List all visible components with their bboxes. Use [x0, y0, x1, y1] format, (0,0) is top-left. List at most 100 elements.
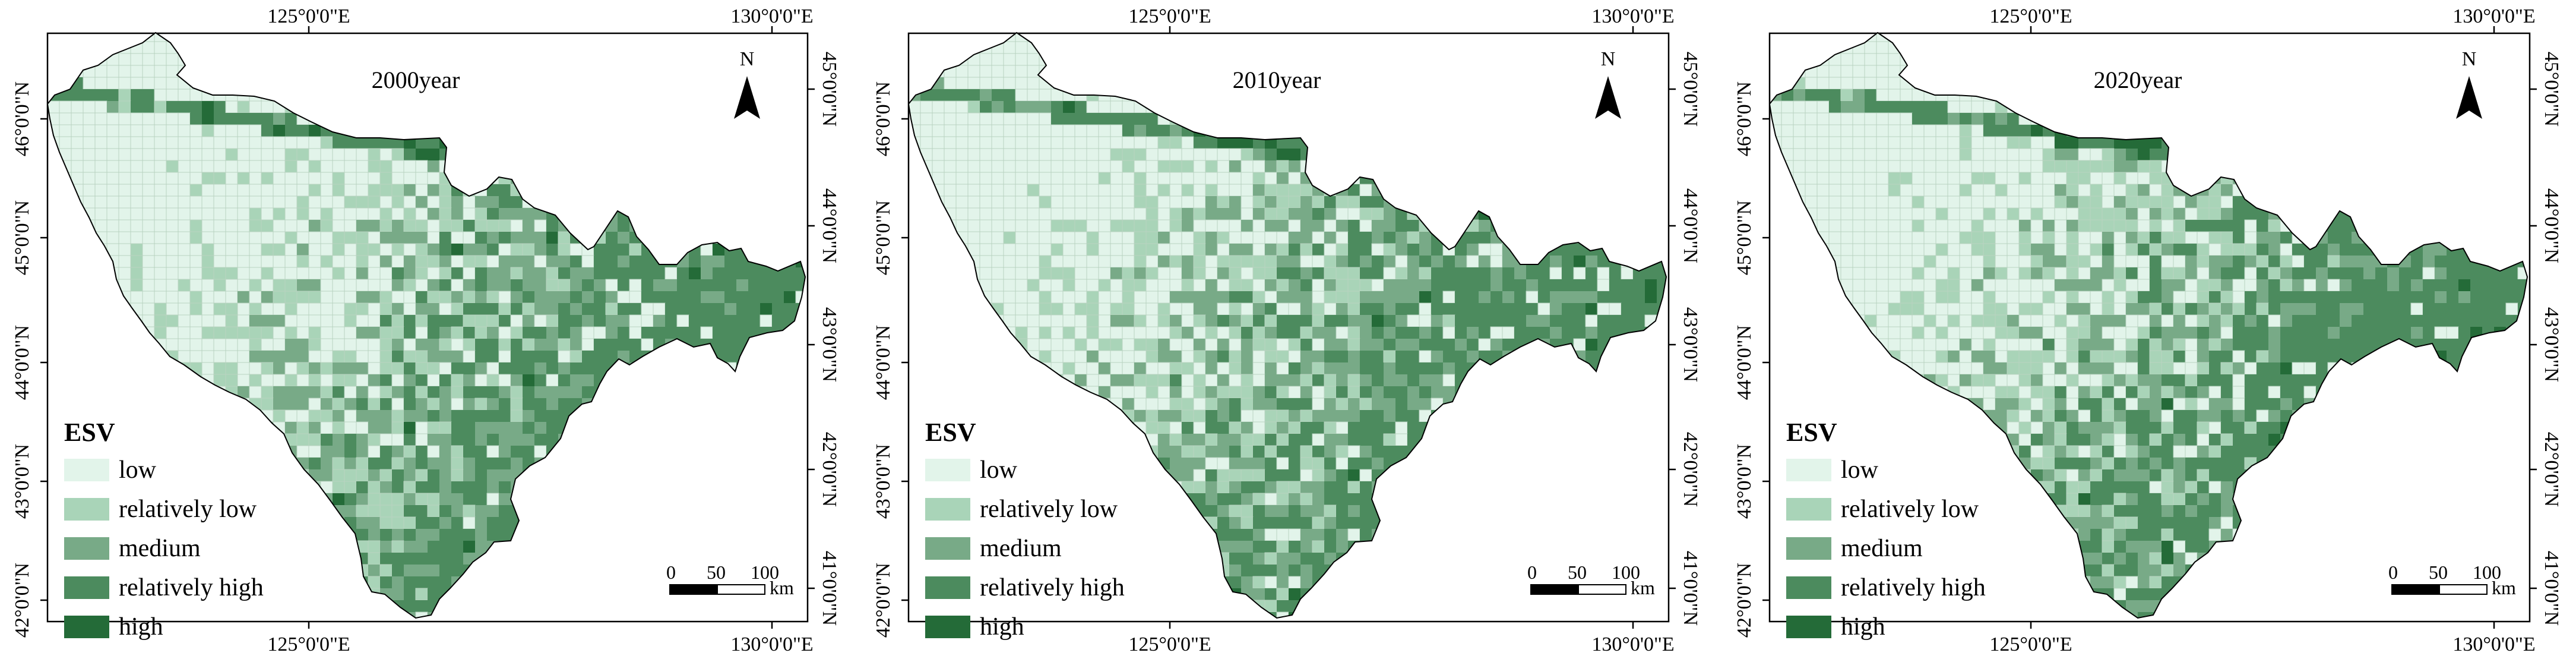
scale-bar-black — [1530, 584, 1579, 595]
y-right-label-2: 44°0'0"N — [1679, 188, 1700, 263]
scale-tick-0: 0 — [666, 562, 676, 583]
legend-label-relatively-high: relatively high — [1841, 574, 1986, 601]
scale-bar-white — [1578, 584, 1626, 595]
y-right-label-3: 43°0'0"N — [818, 307, 838, 382]
legend-title: ESV — [925, 418, 976, 447]
x-top-label-1: 125°0'0"E — [1128, 5, 1211, 27]
scale-unit: km — [770, 577, 794, 598]
legend-swatch-high — [1786, 616, 1831, 638]
north-arrow: N — [2456, 48, 2482, 119]
scale-tick-100: 100 — [2473, 562, 2501, 583]
legend-swatch-relatively-high — [64, 576, 109, 599]
scale-bar: 0 50 100 km — [1527, 562, 1655, 598]
x-bottom-label-2: 130°0'0"E — [2452, 633, 2535, 655]
y-left-label-4: 43°0'0"N — [1733, 444, 1755, 519]
y-left-label-3: 44°0'0"N — [1733, 325, 1755, 400]
province-outline — [907, 31, 1667, 619]
scale-tick-100: 100 — [751, 562, 779, 583]
x-top-label-2: 130°0'0"E — [2452, 5, 2535, 27]
y-left-label-4: 43°0'0"N — [872, 444, 894, 519]
axis-ticks — [901, 26, 1676, 629]
legend-label-relatively-high: relatively high — [119, 574, 264, 601]
y-right-label-5: 41°0'0"N — [818, 551, 838, 626]
axis-ticks — [1762, 26, 2537, 629]
y-right-label-2: 44°0'0"N — [818, 188, 838, 263]
scale-tick-50: 50 — [707, 562, 726, 583]
y-left-label-3: 44°0'0"N — [11, 325, 33, 400]
legend-title: ESV — [64, 418, 115, 447]
y-left-label-5: 42°0'0"N — [1733, 563, 1755, 638]
province-outline — [46, 31, 806, 619]
y-right-label-5: 41°0'0"N — [1679, 551, 1700, 626]
legend-label-relatively-low: relatively low — [1841, 496, 1979, 523]
legend: ESV low relatively low medium relatively… — [64, 418, 264, 641]
map-figure: 125°0'0"E 130°0'0"E 125°0'0"E 130°0'0"E … — [872, 5, 1700, 655]
legend-label-high: high — [1841, 613, 1885, 641]
legend-swatch-medium — [64, 537, 109, 560]
y-left-label-3: 44°0'0"N — [872, 325, 894, 400]
y-left-label-2: 45°0'0"N — [872, 200, 894, 275]
legend-label-low: low — [980, 456, 1018, 484]
y-right-label-4: 42°0'0"N — [818, 432, 838, 507]
legend-swatch-high — [925, 616, 970, 638]
map-title: 2000year — [372, 67, 460, 93]
y-left-label-1: 46°0'0"N — [1733, 81, 1755, 156]
legend-swatch-low — [64, 459, 109, 481]
scale-tick-50: 50 — [1568, 562, 1587, 583]
scale-bar: 0 50 100 km — [2388, 562, 2516, 598]
legend: ESV low relatively low medium relatively… — [925, 418, 1125, 641]
y-right-label-1: 45°0'0"N — [2540, 52, 2561, 127]
y-right-label-4: 42°0'0"N — [2540, 432, 2561, 507]
x-top-label-1: 125°0'0"E — [267, 5, 350, 27]
map-figure: 125°0'0"E 130°0'0"E 125°0'0"E 130°0'0"E … — [11, 5, 838, 655]
map-title: 2020year — [2094, 67, 2182, 93]
legend-swatch-high — [64, 616, 109, 638]
legend-label-relatively-low: relatively low — [119, 496, 257, 523]
legend-swatch-low — [1786, 459, 1831, 481]
y-left-label-5: 42°0'0"N — [872, 563, 894, 638]
x-bottom-label-2: 130°0'0"E — [730, 633, 813, 655]
y-left-label-5: 42°0'0"N — [11, 563, 33, 638]
legend-label-high: high — [119, 613, 163, 641]
y-right-label-1: 45°0'0"N — [1679, 52, 1700, 127]
legend-label-medium: medium — [119, 535, 201, 562]
north-label: N — [1601, 48, 1616, 70]
legend-swatch-relatively-high — [1786, 576, 1831, 599]
legend-label-medium: medium — [1841, 535, 1923, 562]
scale-bar-white — [717, 584, 765, 595]
scale-unit: km — [2492, 577, 2516, 598]
scale-bar-black — [669, 584, 718, 595]
scale-tick-50: 50 — [2429, 562, 2448, 583]
map-title: 2010year — [1233, 67, 1321, 93]
y-right-label-2: 44°0'0"N — [2540, 188, 2561, 263]
y-left-label-2: 45°0'0"N — [11, 200, 33, 275]
legend-title: ESV — [1786, 418, 1837, 447]
north-arrow-icon — [2456, 76, 2482, 119]
legend-swatch-relatively-low — [64, 498, 109, 521]
north-arrow-icon — [734, 76, 760, 119]
province-outline — [1768, 31, 2528, 619]
scale-bar-black — [2391, 584, 2440, 595]
legend-label-low: low — [119, 456, 157, 484]
y-right-label-5: 41°0'0"N — [2540, 551, 2561, 626]
scale-tick-100: 100 — [1612, 562, 1640, 583]
y-right-label-3: 43°0'0"N — [1679, 307, 1700, 382]
legend-label-relatively-high: relatively high — [980, 574, 1125, 601]
legend-swatch-medium — [925, 537, 970, 560]
y-left-label-2: 45°0'0"N — [1733, 200, 1755, 275]
x-top-label-1: 125°0'0"E — [1989, 5, 2072, 27]
north-arrow: N — [1595, 48, 1621, 119]
legend-swatch-relatively-low — [1786, 498, 1831, 521]
legend: ESV low relatively low medium relatively… — [1786, 418, 1986, 641]
x-top-label-2: 130°0'0"E — [1591, 5, 1674, 27]
x-top-label-2: 130°0'0"E — [730, 5, 813, 27]
y-right-label-1: 45°0'0"N — [818, 52, 838, 127]
legend-swatch-low — [925, 459, 970, 481]
map-panel-2010: 125°0'0"E 130°0'0"E 125°0'0"E 130°0'0"E … — [861, 0, 1700, 659]
scale-tick-0: 0 — [1527, 562, 1537, 583]
legend-label-high: high — [980, 613, 1024, 641]
legend-swatch-relatively-low — [925, 498, 970, 521]
x-bottom-label-1: 125°0'0"E — [1128, 633, 1211, 655]
legend-label-medium: medium — [980, 535, 1062, 562]
y-left-label-1: 46°0'0"N — [872, 81, 894, 156]
